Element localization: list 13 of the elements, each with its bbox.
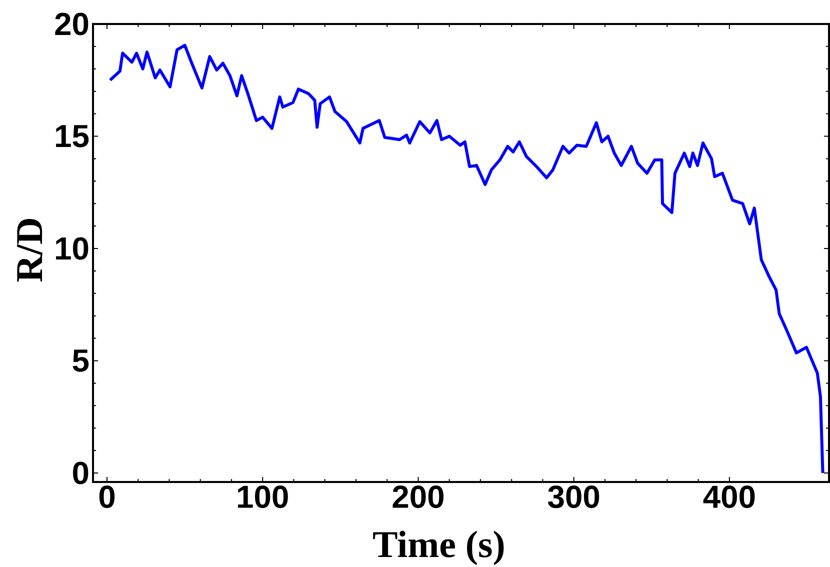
y-tick-label: 0 — [73, 462, 88, 484]
x-axis-title: Time (s) — [373, 530, 504, 566]
x-tick-label: 100 — [238, 486, 288, 508]
y-tick-label: 5 — [72, 350, 89, 372]
x-tick-label: 300 — [548, 486, 600, 508]
x-tick-label: 400 — [703, 486, 755, 508]
y-axis-title: R/D — [17, 219, 42, 282]
x-tick-label: 200 — [392, 486, 444, 508]
y-tick-label: 10 — [56, 237, 88, 260]
y-tick-label: 20 — [55, 12, 88, 36]
y-tick-label: 15 — [56, 125, 89, 148]
x-tick-label: 0 — [99, 486, 115, 508]
line-series — [108, 44, 824, 475]
